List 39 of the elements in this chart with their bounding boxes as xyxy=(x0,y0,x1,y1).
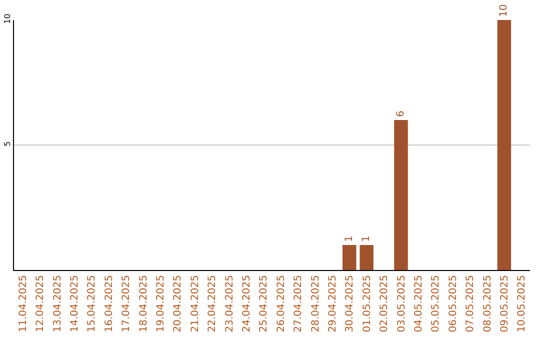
x-tick-label: 17.04.2025 xyxy=(121,275,132,332)
x-tick-label: 20.04.2025 xyxy=(172,275,184,332)
bar xyxy=(497,20,512,270)
x-tick-label: 14.04.2025 xyxy=(69,275,80,332)
data-label: 1 xyxy=(344,236,355,242)
x-tick-label: 30.04.2025 xyxy=(344,275,356,332)
x-tick-label: 25.04.2025 xyxy=(258,275,270,332)
x-tick-label: 05.05.2025 xyxy=(430,275,442,332)
x-tick-label: 12.04.2025 xyxy=(35,275,46,332)
data-label: 10 xyxy=(498,4,510,17)
bar xyxy=(342,245,356,270)
x-tick-label: 22.04.2025 xyxy=(207,275,218,332)
x-tick-label: 11.04.2025 xyxy=(18,275,29,332)
x-tick-label: 03.05.2025 xyxy=(396,275,408,332)
bar xyxy=(394,120,408,270)
x-tick-label: 02.05.2025 xyxy=(379,275,390,332)
x-tick-label: 19.04.2025 xyxy=(155,275,166,332)
x-tick-label: 29.04.2025 xyxy=(327,275,338,332)
x-tick-label: 04.05.2025 xyxy=(413,275,424,332)
x-tick-label: 13.04.2025 xyxy=(52,275,64,332)
x-tick-label: 21.04.2025 xyxy=(190,275,201,332)
x-tick-label: 15.04.2025 xyxy=(86,275,98,332)
x-tick-label: 28.04.2025 xyxy=(310,275,322,332)
x-tick-label: 10.05.2025 xyxy=(516,275,528,332)
x-tick-label: 08.05.2025 xyxy=(482,275,494,332)
x-tick-label: 24.04.2025 xyxy=(241,275,252,332)
x-tick-label: 06.05.2025 xyxy=(448,275,459,332)
x-tick-label: 26.04.2025 xyxy=(276,275,287,332)
data-label: 6 xyxy=(396,110,406,117)
x-tick-label: 01.05.2025 xyxy=(362,275,373,332)
y-tick-label: 5 xyxy=(2,141,12,146)
data-label: 1 xyxy=(361,236,372,242)
x-tick-label: 16.04.2025 xyxy=(104,275,115,332)
x-tick-label: 18.04.2025 xyxy=(138,275,150,332)
x-tick-label: 09.05.2025 xyxy=(499,275,510,332)
x-tick-label: 23.04.2025 xyxy=(224,275,236,332)
x-tick-label: 27.04.2025 xyxy=(293,275,304,332)
bar xyxy=(360,245,374,270)
x-tick-label: 07.05.2025 xyxy=(465,275,476,332)
